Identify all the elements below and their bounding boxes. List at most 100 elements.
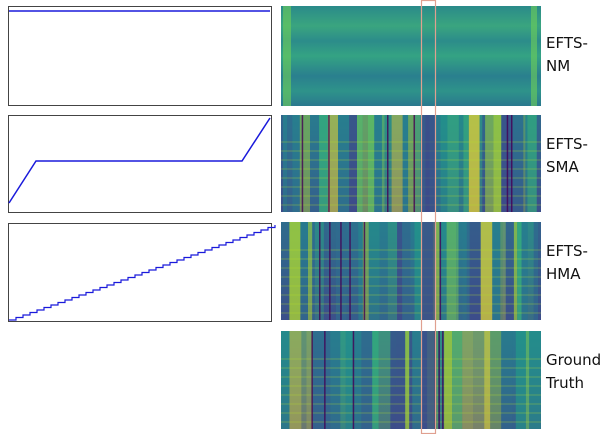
spec-stripe [363, 115, 368, 212]
spec-gap [438, 331, 440, 429]
spec-stripe [512, 115, 523, 212]
spec-stripe [469, 115, 480, 212]
spec-stripe [338, 115, 349, 212]
spec-stripe [358, 222, 363, 320]
spec-gap [324, 331, 326, 429]
spec-stripe [313, 331, 324, 429]
spec-stripe [349, 115, 357, 212]
spec-harmonic [281, 394, 541, 396]
spec-stripe [529, 331, 541, 429]
spec-gap [414, 115, 416, 212]
spec-stripe [292, 115, 299, 212]
spec-silence [421, 115, 435, 212]
spec-stripe [281, 331, 290, 429]
spec-stripe [327, 222, 336, 320]
spec-harmonic [281, 195, 541, 197]
spec-harmonic [281, 177, 541, 179]
spec-stripe [503, 222, 506, 320]
spec-stripe [405, 331, 409, 429]
spec-stripe [289, 222, 300, 320]
spec-stripe [340, 331, 346, 429]
spec-harmonic [281, 376, 541, 378]
spec-stripe [346, 331, 353, 429]
spec-stripe [525, 115, 527, 212]
row-label: EFTS- [546, 34, 588, 52]
spec-stripe [397, 222, 402, 320]
spec-stripe [396, 331, 405, 429]
spec-stripe [382, 115, 385, 212]
spec-stripe [467, 222, 470, 320]
spec-stripe [459, 222, 463, 320]
spec-harmonic [281, 421, 541, 423]
spec-stripe [484, 331, 490, 429]
spec-stripe [513, 331, 516, 429]
spec-stripe [330, 331, 340, 429]
row-label: NM [546, 57, 570, 75]
row-label: Truth [545, 374, 584, 392]
alignment-plots [9, 7, 276, 322]
spec-stripe [300, 222, 308, 320]
spec-stripe [480, 115, 483, 212]
spec-harmonic [281, 159, 541, 161]
spec-stripe [310, 115, 319, 212]
spec-stripe [392, 115, 403, 212]
spec-stripe [473, 331, 484, 429]
spec-stripe [482, 115, 485, 212]
spec-stripe [368, 115, 374, 212]
spec-stripe [463, 222, 467, 320]
spec-stripe [411, 222, 415, 320]
spectrogram [281, 222, 541, 320]
spec-stripe [463, 115, 468, 212]
row-label: EFTS- [546, 135, 588, 153]
spec-harmonic [281, 403, 541, 405]
spec-stripe [537, 115, 541, 212]
spec-stripe [481, 222, 493, 320]
spec-stripe [459, 115, 464, 212]
spec-gap [302, 115, 304, 212]
spectrogram [281, 331, 541, 429]
spec-stripe [531, 6, 537, 106]
spec-stripe [390, 331, 395, 429]
spec-stripe [281, 115, 283, 212]
spec-stripe [485, 115, 493, 212]
spec-stripe [357, 115, 363, 212]
spec-gap [353, 331, 355, 429]
spec-gap [311, 331, 313, 429]
spec-stripe [523, 115, 525, 212]
spec-harmonic [281, 204, 541, 206]
spec-stripe [514, 222, 517, 320]
spec-stripe [402, 222, 410, 320]
spec-stripe [319, 115, 328, 212]
spec-stripe [501, 331, 513, 429]
spec-stripe [517, 222, 521, 320]
spec-stripe [493, 115, 501, 212]
row-label: Ground [546, 351, 600, 369]
row-label: EFTS- [546, 242, 588, 260]
spec-stripe [528, 222, 534, 320]
spec-harmonic [281, 385, 541, 387]
spectrograms [281, 6, 541, 429]
spec-stripe [444, 331, 452, 429]
alignment-line [9, 225, 275, 320]
spec-stripe [462, 331, 473, 429]
spec-stripe [379, 331, 391, 429]
spec-stripe [415, 115, 420, 212]
spec-stripe [380, 222, 388, 320]
spec-stripe [283, 6, 291, 106]
spec-stripe [412, 331, 420, 429]
spec-gap [329, 222, 331, 320]
spec-stripe [447, 222, 457, 320]
spec-gap [440, 222, 442, 320]
row-label: SMA [546, 158, 579, 176]
spec-gap [442, 331, 444, 429]
spec-stripe [312, 222, 315, 320]
spec-gap [387, 115, 389, 212]
spec-stripe [452, 331, 462, 429]
spec-stripe [374, 115, 382, 212]
spec-stripe [409, 331, 412, 429]
spec-stripe [290, 331, 302, 429]
plot-frame [9, 7, 272, 106]
spec-stripe [456, 222, 458, 320]
spec-gap [328, 115, 330, 212]
